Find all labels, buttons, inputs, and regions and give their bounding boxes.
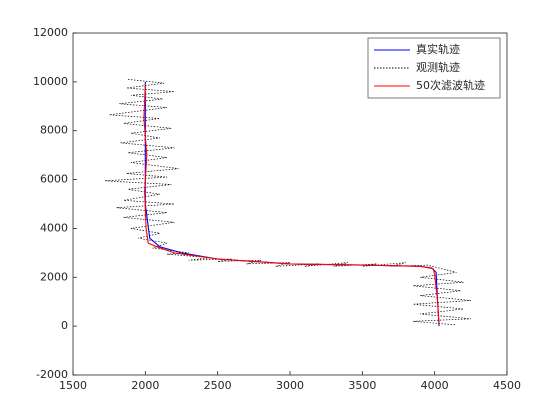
y-tick-label: 0 — [61, 319, 68, 332]
legend-label: 观测轨迹 — [416, 60, 460, 74]
x-tick-label: 3000 — [276, 379, 304, 392]
series-line — [143, 84, 440, 324]
x-tick-label: 4500 — [493, 379, 521, 392]
series-line — [104, 79, 471, 326]
x-tick-label: 1500 — [59, 379, 87, 392]
y-tick-label: 10000 — [33, 75, 68, 88]
y-tick-label: 4000 — [40, 221, 68, 234]
y-tick-label: 12000 — [33, 26, 68, 39]
legend-label: 真实轨迹 — [416, 42, 460, 56]
x-tick-label: 2000 — [131, 379, 159, 392]
legend-label: 50次滤波轨迹 — [416, 78, 485, 92]
x-tick-label: 3500 — [348, 379, 376, 392]
y-tick-label: -2000 — [36, 368, 68, 381]
y-tick-label: 2000 — [40, 270, 68, 283]
y-tick-label: 6000 — [40, 173, 68, 186]
x-tick-label: 4000 — [421, 379, 449, 392]
y-tick-label: 8000 — [40, 124, 68, 137]
x-tick-label: 2500 — [204, 379, 232, 392]
